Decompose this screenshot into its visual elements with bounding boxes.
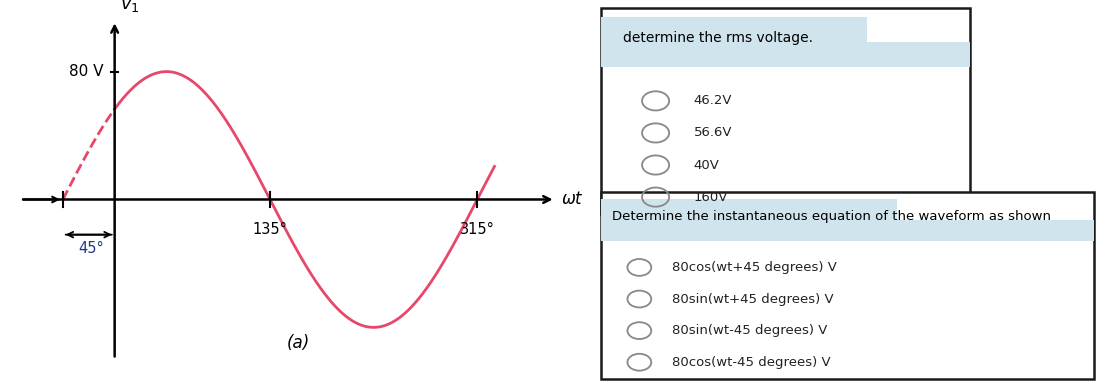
Bar <box>601 199 897 241</box>
Text: determine the rms voltage.: determine the rms voltage. <box>623 31 813 45</box>
Text: Determine the instantaneous equation of the waveform as shown: Determine the instantaneous equation of … <box>612 210 1051 223</box>
Text: 135°: 135° <box>253 222 287 237</box>
Text: 80sin(wt+45 degrees) V: 80sin(wt+45 degrees) V <box>672 293 833 306</box>
Text: $v_1$: $v_1$ <box>120 0 140 14</box>
Bar <box>866 42 970 67</box>
Bar <box>601 8 970 214</box>
Text: $\omega t$: $\omega t$ <box>561 190 585 208</box>
Text: 160V: 160V <box>694 191 728 204</box>
Text: 46.2V: 46.2V <box>694 94 732 107</box>
Text: 315°: 315° <box>460 222 495 237</box>
Text: 56.6V: 56.6V <box>694 126 732 139</box>
Text: 40V: 40V <box>694 159 719 172</box>
Bar <box>601 17 866 67</box>
Bar <box>897 220 1094 241</box>
Text: 80cos(wt-45 degrees) V: 80cos(wt-45 degrees) V <box>672 356 831 369</box>
Text: (a): (a) <box>287 334 311 352</box>
Text: 45°: 45° <box>78 241 105 256</box>
Bar <box>601 192 1094 379</box>
Text: 80 V: 80 V <box>69 64 103 79</box>
Text: 80cos(wt+45 degrees) V: 80cos(wt+45 degrees) V <box>672 261 836 274</box>
Text: 80sin(wt-45 degrees) V: 80sin(wt-45 degrees) V <box>672 324 828 337</box>
